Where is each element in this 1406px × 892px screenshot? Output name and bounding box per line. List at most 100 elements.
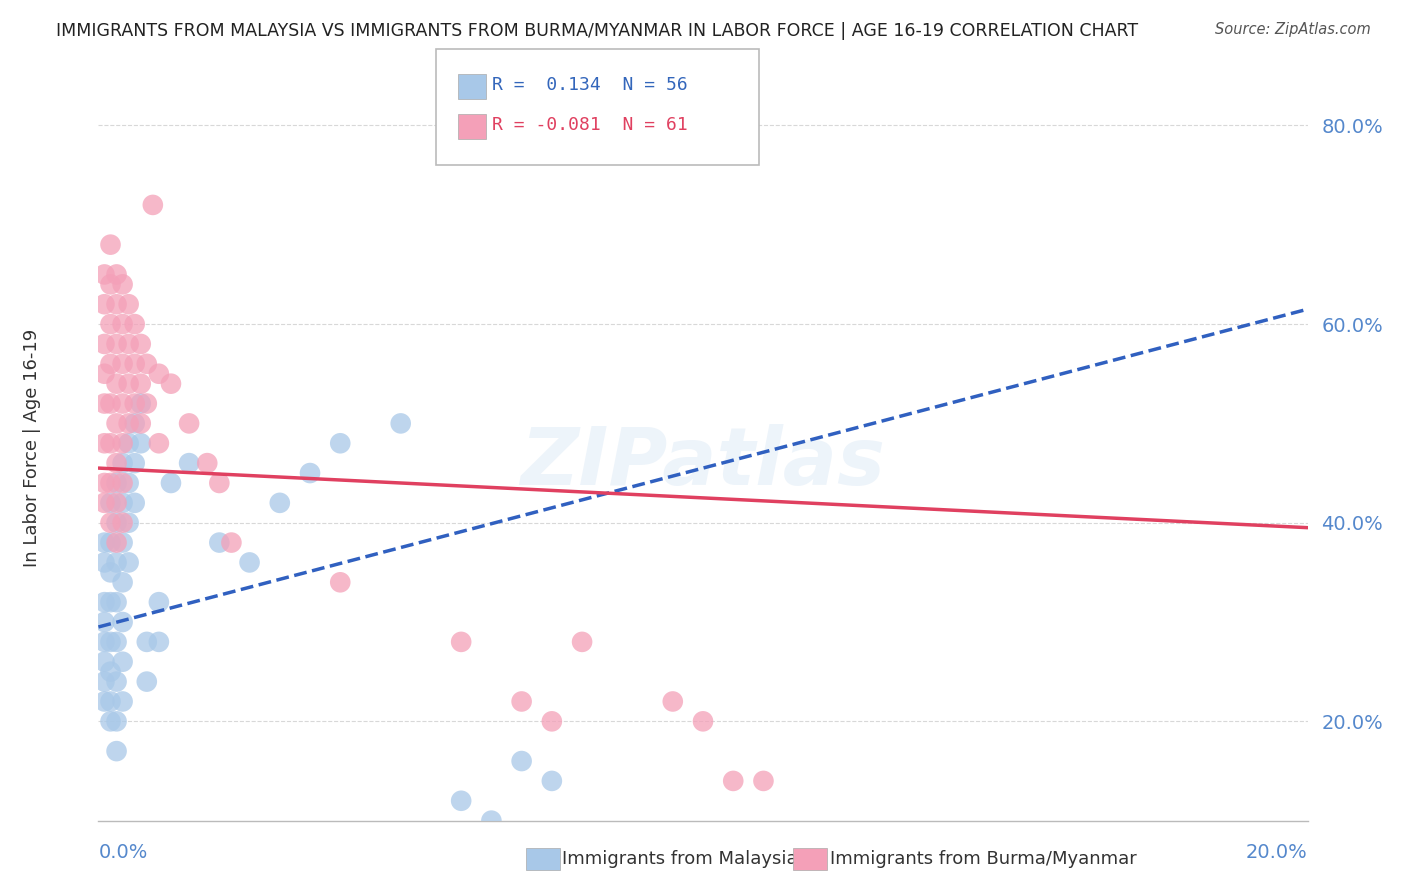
- Point: [100, 237, 122, 252]
- Point: [93, 475, 115, 490]
- Point: [540, 773, 562, 788]
- Point: [111, 575, 134, 590]
- Point: [129, 396, 152, 410]
- Point: [105, 744, 128, 758]
- Point: [93, 496, 115, 510]
- Point: [148, 595, 170, 609]
- Point: [148, 367, 170, 381]
- Point: [105, 714, 128, 729]
- Point: [269, 496, 291, 510]
- Point: [142, 198, 165, 212]
- Point: [105, 417, 128, 431]
- Point: [100, 317, 122, 331]
- Point: [100, 595, 122, 609]
- Point: [100, 566, 122, 580]
- Point: [100, 665, 122, 679]
- Point: [111, 456, 134, 470]
- Point: [510, 754, 533, 768]
- Point: [540, 714, 562, 729]
- Point: [160, 376, 183, 391]
- Point: [100, 694, 122, 708]
- Text: R = -0.081  N = 61: R = -0.081 N = 61: [492, 116, 688, 134]
- Point: [105, 535, 128, 549]
- Point: [100, 535, 122, 549]
- Text: R =  0.134  N = 56: R = 0.134 N = 56: [492, 76, 688, 94]
- Point: [148, 436, 170, 450]
- Point: [179, 417, 201, 431]
- Point: [510, 694, 533, 708]
- Point: [208, 475, 231, 490]
- Point: [93, 396, 115, 410]
- Point: [389, 417, 412, 431]
- Point: [93, 367, 115, 381]
- Point: [118, 297, 141, 311]
- Point: [111, 277, 134, 292]
- Point: [111, 496, 134, 510]
- Point: [661, 694, 683, 708]
- Point: [111, 475, 134, 490]
- Point: [723, 773, 745, 788]
- Point: [105, 376, 128, 391]
- Point: [124, 496, 146, 510]
- Point: [100, 714, 122, 729]
- Point: [118, 556, 141, 570]
- Point: [93, 556, 115, 570]
- Point: [105, 556, 128, 570]
- Text: In Labor Force | Age 16-19: In Labor Force | Age 16-19: [22, 329, 41, 567]
- Point: [124, 317, 146, 331]
- Text: ZIPatlas: ZIPatlas: [520, 424, 886, 502]
- Point: [118, 436, 141, 450]
- Point: [105, 496, 128, 510]
- Point: [239, 556, 262, 570]
- Point: [148, 635, 170, 649]
- Point: [124, 396, 146, 410]
- Point: [100, 496, 122, 510]
- Text: Source: ZipAtlas.com: Source: ZipAtlas.com: [1215, 22, 1371, 37]
- Point: [111, 317, 134, 331]
- Point: [208, 535, 231, 549]
- Point: [329, 436, 352, 450]
- Point: [93, 694, 115, 708]
- Point: [105, 595, 128, 609]
- Point: [93, 635, 115, 649]
- Point: [692, 714, 714, 729]
- Point: [111, 694, 134, 708]
- Point: [124, 456, 146, 470]
- Point: [93, 615, 115, 629]
- Point: [450, 635, 472, 649]
- Point: [111, 516, 134, 530]
- Point: [329, 575, 352, 590]
- Point: [752, 773, 775, 788]
- Point: [195, 456, 218, 470]
- Point: [100, 436, 122, 450]
- Point: [105, 337, 128, 351]
- Point: [135, 357, 157, 371]
- Point: [105, 516, 128, 530]
- Point: [118, 516, 141, 530]
- Point: [105, 297, 128, 311]
- Point: [111, 396, 134, 410]
- Point: [221, 535, 243, 549]
- Point: [450, 794, 472, 808]
- Text: IMMIGRANTS FROM MALAYSIA VS IMMIGRANTS FROM BURMA/MYANMAR IN LABOR FORCE | AGE 1: IMMIGRANTS FROM MALAYSIA VS IMMIGRANTS F…: [56, 22, 1139, 40]
- Point: [100, 516, 122, 530]
- Point: [100, 396, 122, 410]
- Point: [93, 268, 115, 282]
- Point: [93, 655, 115, 669]
- Text: 0.0%: 0.0%: [98, 843, 148, 862]
- Point: [100, 277, 122, 292]
- Point: [105, 674, 128, 689]
- Point: [105, 456, 128, 470]
- Point: [111, 535, 134, 549]
- Point: [105, 635, 128, 649]
- Point: [100, 635, 122, 649]
- Point: [481, 814, 503, 828]
- Point: [129, 376, 152, 391]
- Point: [111, 357, 134, 371]
- Point: [571, 635, 593, 649]
- Point: [129, 337, 152, 351]
- Point: [111, 655, 134, 669]
- Point: [129, 436, 152, 450]
- Point: [100, 475, 122, 490]
- Point: [111, 615, 134, 629]
